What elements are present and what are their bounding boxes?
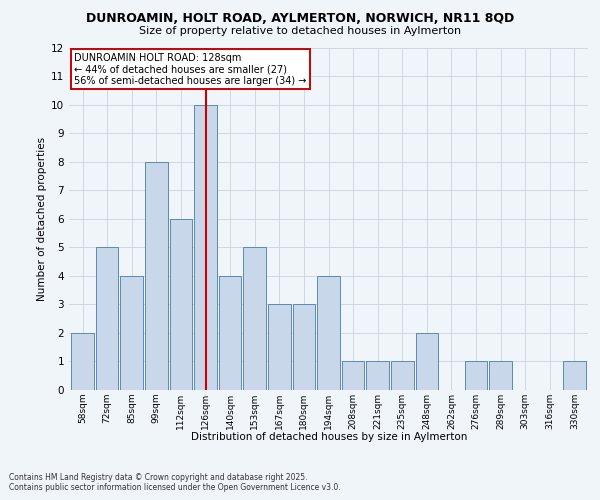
Bar	[194, 104, 217, 390]
Bar	[244, 248, 266, 390]
Bar	[71, 333, 94, 390]
Bar	[170, 219, 192, 390]
Bar	[391, 362, 413, 390]
Bar	[342, 362, 364, 390]
Bar	[145, 162, 167, 390]
Bar	[416, 333, 438, 390]
Bar	[293, 304, 315, 390]
Bar	[268, 304, 290, 390]
Text: Contains public sector information licensed under the Open Government Licence v3: Contains public sector information licen…	[9, 484, 341, 492]
Bar	[563, 362, 586, 390]
Text: DUNROAMIN, HOLT ROAD, AYLMERTON, NORWICH, NR11 8QD: DUNROAMIN, HOLT ROAD, AYLMERTON, NORWICH…	[86, 12, 514, 26]
Bar	[317, 276, 340, 390]
Text: Size of property relative to detached houses in Aylmerton: Size of property relative to detached ho…	[139, 26, 461, 36]
Bar	[121, 276, 143, 390]
Y-axis label: Number of detached properties: Number of detached properties	[37, 136, 47, 301]
Bar	[219, 276, 241, 390]
Text: DUNROAMIN HOLT ROAD: 128sqm
← 44% of detached houses are smaller (27)
56% of sem: DUNROAMIN HOLT ROAD: 128sqm ← 44% of det…	[74, 52, 307, 86]
Text: Contains HM Land Registry data © Crown copyright and database right 2025.: Contains HM Land Registry data © Crown c…	[9, 472, 308, 482]
Bar	[490, 362, 512, 390]
Bar	[465, 362, 487, 390]
Bar	[96, 248, 118, 390]
Text: Distribution of detached houses by size in Aylmerton: Distribution of detached houses by size …	[191, 432, 467, 442]
Bar	[367, 362, 389, 390]
